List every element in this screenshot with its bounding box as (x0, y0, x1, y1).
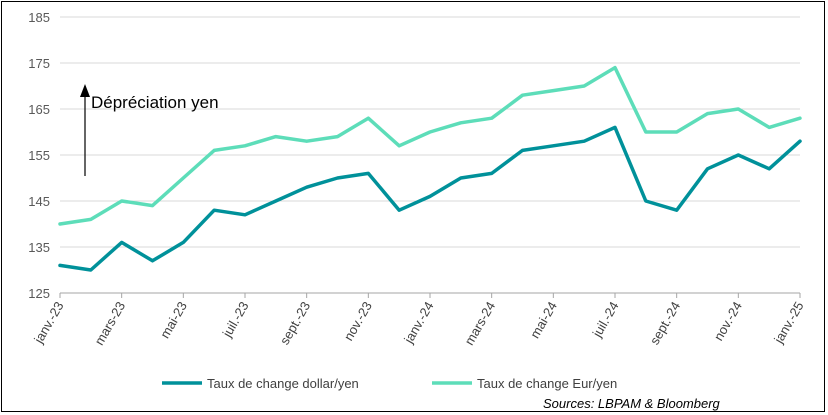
data-point (243, 213, 247, 216)
data-point (336, 135, 339, 138)
data-point (305, 186, 308, 189)
series-lines (58, 65, 802, 272)
data-point (737, 153, 740, 157)
data-point (583, 84, 586, 88)
data-point (675, 209, 678, 212)
y-tick-label: 145 (28, 194, 50, 209)
annotation-text: Dépréciation yen (91, 93, 219, 112)
data-point (336, 176, 339, 180)
data-point (644, 199, 647, 203)
y-tick-label: 175 (28, 56, 50, 71)
x-axis-ticks: janv.-23 mars-23 mai-23 juil.-23 sept.-23 nov… (30, 293, 807, 348)
x-tick-label: mai-24 (527, 299, 560, 341)
x-tick-label: juil.-23 (219, 299, 252, 341)
data-point (490, 117, 493, 120)
data-point (613, 66, 617, 69)
data-point (459, 176, 462, 180)
data-point (613, 126, 617, 129)
data-point (398, 144, 401, 147)
data-point (305, 140, 308, 143)
data-point (58, 264, 62, 267)
x-tick-label: mars-24 (461, 299, 498, 348)
legend: Taux de change dollar/yen Taux de change … (162, 376, 617, 391)
data-point (182, 176, 185, 180)
y-tick-label: 135 (28, 240, 50, 255)
data-point (706, 167, 709, 170)
data-point (675, 130, 678, 134)
data-point (798, 140, 802, 143)
annotation-arrow-head (80, 84, 90, 97)
series-line-0 (58, 125, 802, 272)
data-point (274, 199, 277, 203)
y-tick-label: 155 (28, 148, 50, 163)
data-point (120, 241, 123, 244)
data-point (182, 241, 185, 244)
data-point (151, 204, 154, 207)
data-point (428, 130, 432, 134)
data-point (521, 94, 524, 97)
data-point (768, 126, 771, 129)
data-point (706, 112, 709, 115)
x-tick-label: mars-23 (91, 299, 128, 348)
data-point (151, 259, 154, 262)
x-tick-label: janv.-25 (770, 299, 806, 347)
gridlines (60, 16, 800, 248)
x-tick-label: mai-23 (157, 299, 190, 341)
data-point (552, 89, 555, 92)
y-tick-label: 125 (28, 286, 50, 301)
x-tick-label: juil.-24 (589, 299, 622, 341)
legend-label: Taux de change Eur/yen (477, 376, 617, 391)
data-point (552, 144, 555, 147)
x-tick-label: janv.-23 (30, 299, 66, 347)
source-note: Sources: LBPAM & Bloomberg (543, 396, 721, 411)
data-point (644, 130, 647, 134)
data-point (398, 209, 401, 212)
y-axis-ticks: 125 135 145 155 165 175 185 (28, 10, 50, 301)
data-point (367, 117, 370, 120)
data-point (213, 149, 216, 152)
data-point (737, 107, 740, 111)
data-point (58, 222, 62, 226)
data-point (798, 117, 802, 120)
data-point (213, 209, 216, 212)
x-tick-label: sept.-23 (277, 299, 313, 347)
x-tick-label: nov.-23 (341, 299, 375, 343)
data-point (274, 135, 277, 138)
data-point (583, 140, 586, 143)
data-point (243, 144, 247, 147)
data-point (521, 149, 524, 152)
legend-label: Taux de change dollar/yen (207, 376, 359, 391)
x-tick-label: nov.-24 (711, 299, 745, 343)
x-tick-label: sept.-24 (647, 299, 683, 347)
data-point (768, 167, 771, 170)
x-tick-label: janv.-24 (400, 299, 436, 347)
y-tick-label: 185 (28, 10, 50, 25)
data-point (459, 121, 462, 125)
y-tick-label: 165 (28, 102, 50, 117)
depreciation-annotation: Dépréciation yen (80, 84, 219, 176)
data-point (428, 195, 432, 198)
data-point (89, 268, 93, 272)
data-point (120, 199, 123, 203)
data-point (89, 218, 93, 221)
data-point (490, 172, 493, 175)
data-point (367, 172, 370, 175)
